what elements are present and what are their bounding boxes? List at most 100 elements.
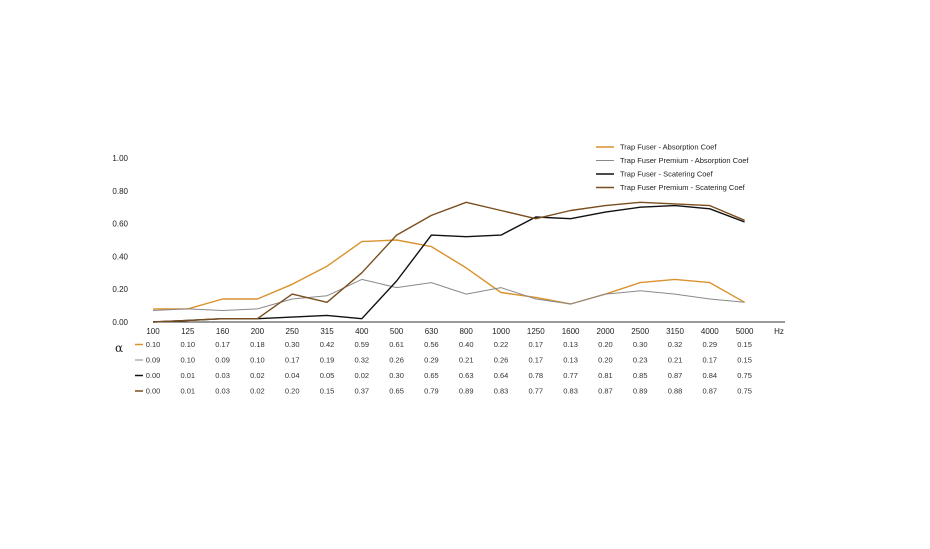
legend: Trap Fuser - Absorption Coef Trap Fuser P…: [596, 143, 749, 192]
table-cell: 0.64: [494, 371, 509, 380]
table-cell: 0.17: [215, 340, 230, 349]
table-cell: 0.00: [146, 371, 161, 380]
table-cell: 0.65: [424, 371, 439, 380]
table-cell: 0.15: [737, 340, 752, 349]
x-tick-label: 160: [216, 327, 230, 336]
table-cell: 0.02: [250, 371, 265, 380]
table-cell: 0.10: [146, 340, 161, 349]
y-tick-label: 0.20: [112, 285, 128, 294]
y-tick-label: 0.40: [112, 252, 128, 261]
table-cell: 0.13: [563, 356, 578, 365]
table-cell: 0.79: [424, 387, 439, 396]
table-cell: 0.87: [702, 387, 717, 396]
x-tick-label: 2000: [597, 327, 615, 336]
y-tick-label: 0.80: [112, 187, 128, 196]
x-tick-label: 250: [286, 327, 300, 336]
data-table: 0.10 0.10 0.17 0.18 0.30 0.42 0.59 0.61 0.56 0.40…: [135, 340, 752, 396]
table-cell: 0.89: [633, 387, 648, 396]
table-cell: 0.84: [702, 371, 717, 380]
table-cell: 0.37: [354, 387, 369, 396]
y-axis: 0.00 0.20 0.40 0.60 0.80 1.00: [112, 154, 128, 327]
x-tick-label: 1250: [527, 327, 545, 336]
legend-label: Trap Fuser - Absorption Coef: [620, 143, 717, 152]
table-cell: 0.10: [180, 340, 195, 349]
table-cell: 0.32: [668, 340, 683, 349]
y-tick-label: 0.60: [112, 220, 128, 229]
x-tick-label: 400: [355, 327, 369, 336]
x-tick-label: 1600: [562, 327, 580, 336]
table-cell: 0.13: [563, 340, 578, 349]
table-cell: 0.17: [285, 356, 300, 365]
table-cell: 0.40: [459, 340, 474, 349]
x-tick-label: 315: [320, 327, 334, 336]
table-cell: 0.10: [250, 356, 265, 365]
table-cell: 0.15: [320, 387, 335, 396]
table-cell: 0.23: [633, 356, 648, 365]
legend-label: Trap Fuser Premium - Absorption Coef: [620, 156, 749, 165]
series-line: [153, 239, 745, 310]
series-line: [152, 278, 745, 311]
x-tick-label: 125: [181, 327, 195, 336]
table-cell: 0.26: [389, 356, 404, 365]
table-cell: 0.17: [528, 340, 543, 349]
table-cell: 0.18: [250, 340, 265, 349]
table-cell: 0.83: [563, 387, 578, 396]
table-cell: 0.17: [702, 356, 717, 365]
table-cell: 0.01: [180, 387, 195, 396]
x-tick-label: 5000: [736, 327, 754, 336]
y-tick-label: 1.00: [112, 154, 128, 163]
x-tick-label: 630: [425, 327, 439, 336]
table-cell: 0.03: [215, 387, 230, 396]
series-line: [152, 201, 745, 323]
table-cell: 0.30: [285, 340, 300, 349]
table-cell: 0.17: [528, 356, 543, 365]
series-lines: [152, 201, 745, 323]
table-cell: 0.32: [354, 356, 369, 365]
legend-label: Trap Fuser - Scatering Coef: [620, 170, 714, 179]
table-cell: 0.88: [668, 387, 683, 396]
x-tick-label: 100: [146, 327, 160, 336]
x-tick-label: 200: [251, 327, 265, 336]
table-cell: 0.30: [633, 340, 648, 349]
table-cell: 0.85: [633, 371, 648, 380]
table-cell: 0.05: [320, 371, 335, 380]
table-cell: 0.21: [668, 356, 683, 365]
table-cell: 0.63: [459, 371, 474, 380]
x-tick-label: 800: [460, 327, 474, 336]
table-cell: 0.04: [285, 371, 300, 380]
table-cell: 0.75: [737, 387, 752, 396]
table-cell: 0.29: [424, 356, 439, 365]
table-cell: 0.29: [702, 340, 717, 349]
x-tick-label: 500: [390, 327, 404, 336]
table-cell: 0.59: [354, 340, 369, 349]
table-cell: 0.00: [146, 387, 161, 396]
table-cell: 0.87: [668, 371, 683, 380]
table-cell: 0.81: [598, 371, 613, 380]
table-cell: 0.20: [598, 340, 613, 349]
table-cell: 0.77: [528, 387, 543, 396]
table-cell: 0.22: [494, 340, 509, 349]
table-cell: 0.01: [180, 371, 195, 380]
table-cell: 0.09: [215, 356, 230, 365]
table-cell: 0.02: [250, 387, 265, 396]
table-cell: 0.03: [215, 371, 230, 380]
x-tick-label: 3150: [666, 327, 684, 336]
series-line: [152, 204, 745, 323]
table-cell: 0.10: [180, 356, 195, 365]
x-axis-unit: Hz: [774, 327, 784, 336]
x-tick-label: 1000: [492, 327, 510, 336]
x-tick-label: 2500: [631, 327, 649, 336]
table-cell: 0.65: [389, 387, 404, 396]
table-cell: 0.56: [424, 340, 439, 349]
x-tick-label: 4000: [701, 327, 719, 336]
table-cell: 0.87: [598, 387, 613, 396]
legend-label: Trap Fuser Premium - Scatering Coef: [620, 183, 746, 192]
table-cell: 0.02: [354, 371, 369, 380]
table-cell: 0.09: [146, 356, 161, 365]
table-cell: 0.75: [737, 371, 752, 380]
table-cell: 0.61: [389, 340, 404, 349]
table-cell: 0.19: [320, 356, 335, 365]
table-cell: 0.21: [459, 356, 474, 365]
x-axis-ticks: 100 125 160 200 250 315 400 500 630 800 1000 1250 16…: [146, 327, 754, 336]
alpha-symbol: α: [115, 341, 123, 355]
